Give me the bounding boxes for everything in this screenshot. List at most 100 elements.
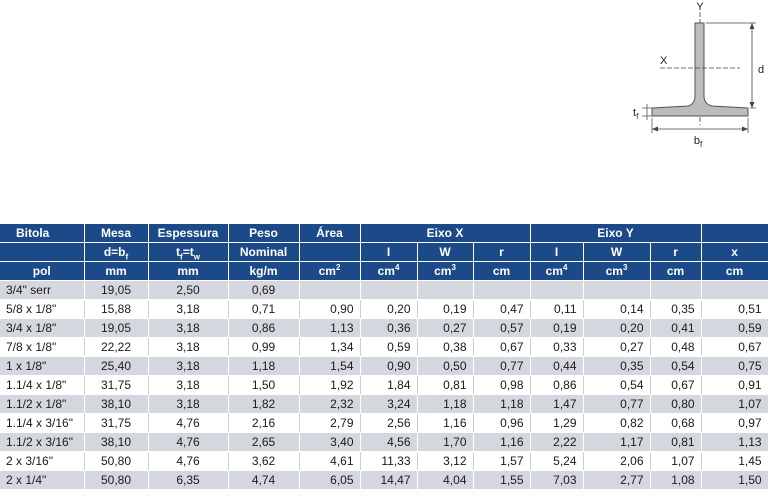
cell-iy: 0,33 — [530, 337, 584, 357]
cell-peso: 0,69 — [228, 280, 300, 300]
eixo-y-header: Eixo Y — [530, 224, 702, 243]
table-body: 3/4" serr 19,05 2,50 0,69 5/8 x 1/8" 15,88 3,1… — [0, 280, 768, 490]
cell-peso: 2,65 — [228, 432, 300, 452]
table-row: 7/8 x 1/8" 22,22 3,18 0,99 1,34 0,59 0,38 0,67 0… — [0, 337, 768, 357]
cell-rx: 0,47 — [473, 299, 531, 319]
col-rx-header: r — [473, 242, 531, 262]
cell-iy: 1,47 — [530, 394, 584, 414]
cell-ix — [360, 280, 418, 300]
cell-mesa: 38,10 — [84, 432, 149, 452]
unit-wx-exp: 3 — [451, 263, 456, 272]
cell-area: 3,40 — [299, 432, 361, 452]
unit-mesa: mm — [84, 261, 149, 281]
cell-mesa: 19,05 — [84, 280, 149, 300]
cell-ry: 0,81 — [650, 432, 702, 452]
eixo-x-header: Eixo X — [360, 224, 531, 243]
cell-wy: 0,54 — [583, 375, 651, 395]
cell-mesa: 50,80 — [84, 470, 149, 490]
cell-iy — [530, 280, 584, 300]
cell-ix: 3,24 — [360, 394, 418, 414]
cell-ry: 0,80 — [650, 394, 702, 414]
cell-bitola: 1.1/4 x 1/8" — [0, 375, 85, 395]
cell-espessura: 3,18 — [148, 337, 229, 357]
cell-iy: 2,22 — [530, 432, 584, 452]
cell-x: 1,13 — [701, 432, 768, 452]
cell-peso: 0,71 — [228, 299, 300, 319]
unit-ix-base: cm — [377, 264, 395, 278]
d-arrow-bottom — [749, 102, 755, 108]
cell-area: 4,61 — [299, 451, 361, 471]
cell-wx: 1,70 — [417, 432, 474, 452]
unit-wx-base: cm — [434, 264, 452, 278]
y-axis-label: Y — [696, 1, 704, 13]
header-row-2: d=bf tf=tw Nominal I W r I W r x — [0, 242, 768, 262]
unit-rx: cm — [473, 261, 531, 281]
col-iy-header: I — [530, 242, 584, 262]
table-row: 1.1/2 x 3/16" 38,10 4,76 2,65 3,40 4,56 1,70 1,… — [0, 432, 768, 452]
cell-wy: 0,20 — [583, 318, 651, 338]
unit-wy: cm3 — [583, 261, 651, 281]
bf-arrow-right — [742, 126, 748, 132]
cell-iy: 0,86 — [530, 375, 584, 395]
cell-wy — [583, 280, 651, 300]
cell-espessura: 6,35 — [148, 470, 229, 490]
col-ix-header: I — [360, 242, 418, 262]
cell-peso: 1,82 — [228, 394, 300, 414]
table-row: 1.1/4 x 1/8" 31,75 3,18 1,50 1,92 1,84 0,81 0,9… — [0, 375, 768, 395]
table-row: 5/8 x 1/8" 15,88 3,18 0,71 0,90 0,20 0,19 0,47 0… — [0, 299, 768, 319]
x-group-blank-header — [701, 224, 768, 243]
cell-x: 0,67 — [701, 337, 768, 357]
cell-peso: 3,62 — [228, 451, 300, 471]
cell-mesa: 22,22 — [84, 337, 149, 357]
cell-x: 0,75 — [701, 356, 768, 376]
cell-peso: 1,50 — [228, 375, 300, 395]
t-profile-spec-table: Bitola Mesa Espessura Peso Área Eixo X E… — [0, 224, 768, 490]
mesa-sub-main: d=b — [103, 245, 126, 259]
unit-area: cm2 — [299, 261, 361, 281]
unit-iy: cm4 — [530, 261, 584, 281]
cell-espessura: 4,76 — [148, 413, 229, 433]
cell-bitola: 2 x 1/4" — [0, 470, 85, 490]
cell-bitola: 1.1/2 x 1/8" — [0, 394, 85, 414]
peso-sub-header: Nominal — [228, 242, 300, 262]
cell-mesa: 31,75 — [84, 375, 149, 395]
cell-mesa: 19,05 — [84, 318, 149, 338]
cell-x: 0,51 — [701, 299, 768, 319]
cell-area: 1,13 — [299, 318, 361, 338]
cell-area: 2,79 — [299, 413, 361, 433]
unit-iy-base: cm — [545, 264, 563, 278]
col-mesa-header: Mesa — [84, 224, 149, 243]
unit-ix-exp: 4 — [394, 263, 400, 272]
col-wx-header: W — [417, 242, 474, 262]
cell-rx: 1,16 — [473, 432, 531, 452]
cell-bitola: 1.1/2 x 3/16" — [0, 432, 85, 452]
cell-x: 1,07 — [701, 394, 768, 414]
cell-mesa: 38,10 — [84, 394, 149, 414]
mesa-sub-header: d=bf — [84, 242, 149, 262]
cell-rx — [473, 280, 531, 300]
cell-rx: 1,57 — [473, 451, 531, 471]
cell-peso: 4,74 — [228, 470, 300, 490]
unit-x: cm — [701, 261, 768, 281]
col-x-header: x — [701, 242, 768, 262]
t-section-shape — [651, 22, 749, 117]
unit-area-exp: 2 — [335, 263, 341, 272]
cell-area: 1,54 — [299, 356, 361, 376]
cell-rx: 0,67 — [473, 337, 531, 357]
cell-wy: 0,35 — [583, 356, 651, 376]
cell-espessura: 2,50 — [148, 280, 229, 300]
cell-rx: 1,18 — [473, 394, 531, 414]
cell-ry: 0,54 — [650, 356, 702, 376]
cell-ry: 0,48 — [650, 337, 702, 357]
cell-wy: 2,77 — [583, 470, 651, 490]
cell-x: 1,50 — [701, 470, 768, 490]
cell-peso: 1,18 — [228, 356, 300, 376]
col-wy-header: W — [583, 242, 651, 262]
cell-rx: 1,55 — [473, 470, 531, 490]
cell-ix: 0,36 — [360, 318, 418, 338]
cell-x: 0,91 — [701, 375, 768, 395]
unit-area-base: cm — [318, 264, 336, 278]
cell-iy: 5,24 — [530, 451, 584, 471]
cell-bitola: 3/4 x 1/8" — [0, 318, 85, 338]
table-row: 2 x 1/4" 50,80 6,35 4,74 6,05 14,47 4,04 1,55 7,… — [0, 470, 768, 490]
